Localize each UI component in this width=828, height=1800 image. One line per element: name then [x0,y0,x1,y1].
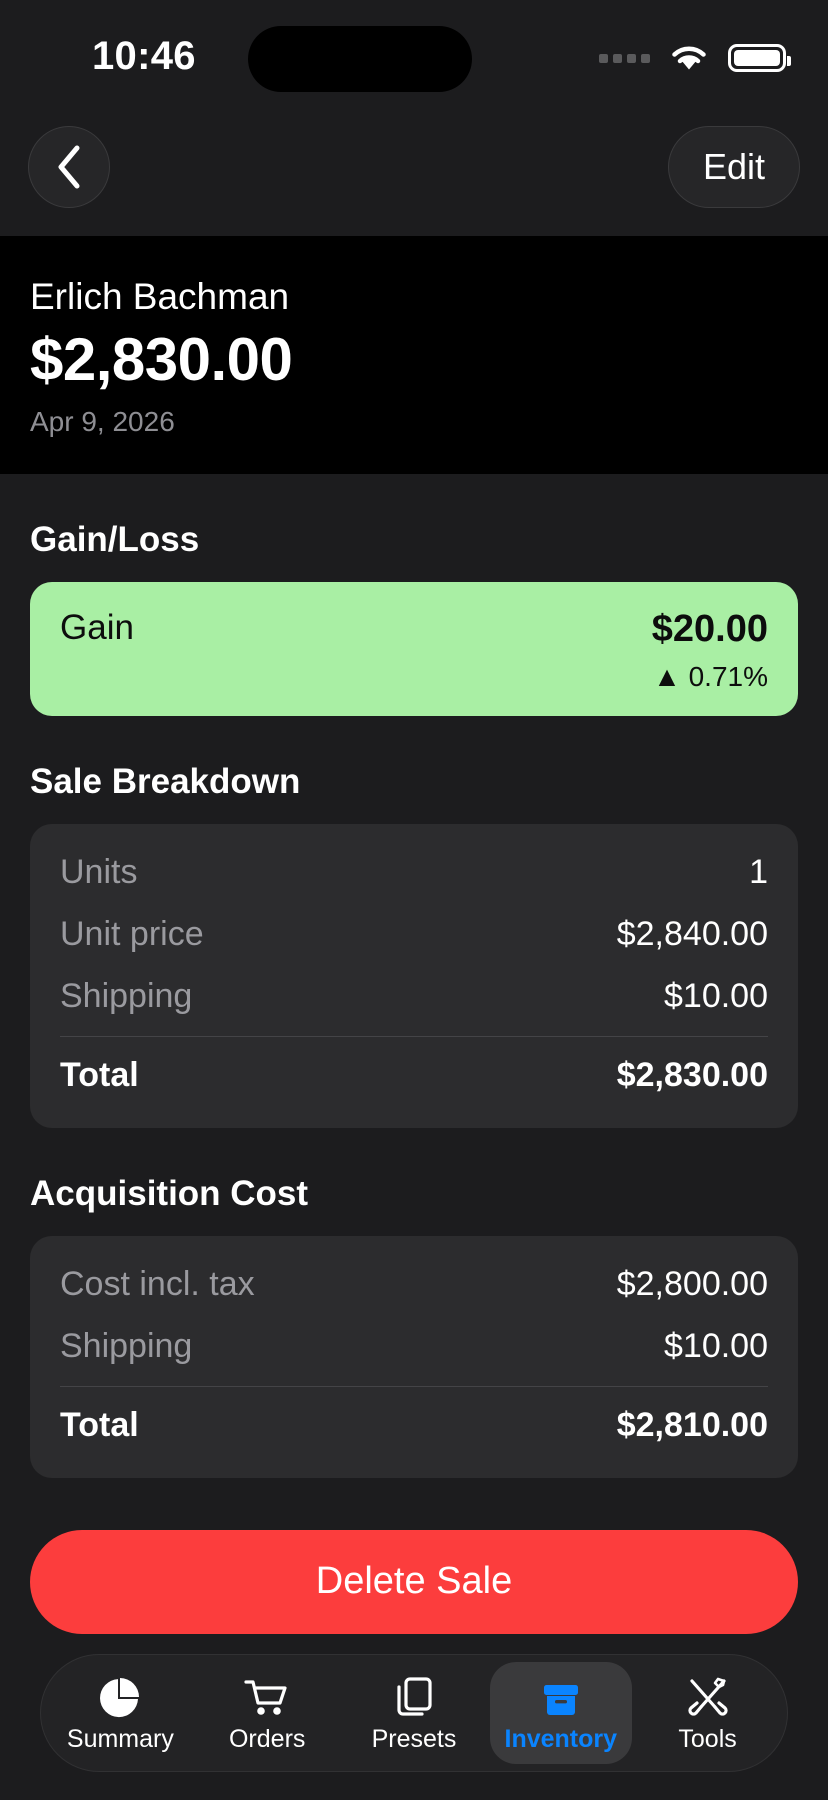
tab-presets[interactable]: Presets [343,1662,485,1764]
row-label: Unit price [60,915,204,954]
documents-icon [392,1675,436,1719]
row-label: Cost incl. tax [60,1265,255,1304]
status-bar: 10:46 [0,0,828,118]
tab-tools[interactable]: Tools [637,1662,779,1764]
battery-full-icon [728,44,791,72]
status-bar-time: 10:46 [92,34,196,78]
total-value: $2,830.00 [616,1055,768,1094]
gain-values: $20.00 ▲ 0.71% [652,608,768,693]
total-label: Total [60,1405,139,1444]
tab-orders[interactable]: Orders [196,1662,338,1764]
sale-date: Apr 9, 2026 [30,406,175,438]
edit-button[interactable]: Edit [667,126,800,208]
gain-percent: ▲ 0.71% [653,660,768,692]
row-value: $2,840.00 [616,915,768,954]
back-button[interactable] [28,126,110,208]
shopping-cart-icon [244,1675,290,1719]
pie-chart-icon [98,1675,142,1719]
total-value: $2,810.00 [616,1405,768,1444]
status-bar-indicators [599,38,791,78]
tools-icon [685,1675,731,1719]
row-label: Shipping [60,1327,193,1366]
table-row: Shipping $10.00 [60,966,768,1028]
sale-header: Erlich Bachman $2,830.00 Apr 9, 2026 [0,236,828,475]
chevron-left-icon [55,144,83,190]
row-value: $10.00 [664,1327,768,1366]
tab-label: Summary [66,1724,174,1753]
tab-bar: Summary Orders Presets [40,1654,788,1772]
signal-dots-icon [599,53,650,63]
tab-label: Presets [371,1724,457,1753]
sale-amount: $2,830.00 [30,326,293,394]
sale-breakdown-title: Sale Breakdown [30,761,301,801]
row-label: Shipping [60,977,193,1016]
tab-summary[interactable]: Summary [49,1662,191,1764]
content-area: Gain/Loss Gain $20.00 ▲ 0.71% Sale Break… [0,520,828,1634]
gain-loss-title: Gain/Loss [30,520,200,560]
gain-label: Gain [60,608,134,648]
tab-label: Orders [228,1724,306,1753]
row-value: $2,800.00 [616,1265,768,1304]
row-label: Units [60,853,138,892]
tab-inventory[interactable]: Inventory [489,1662,632,1764]
gain-amount: $20.00 [651,608,768,651]
table-row: Units 1 [60,842,768,904]
row-value: $10.00 [664,977,768,1016]
table-row: Shipping $10.00 [60,1316,768,1378]
box-icon [539,1675,583,1719]
table-row: Cost incl. tax $2,800.00 [60,1254,768,1316]
row-value: 1 [749,853,768,892]
table-row-total: Total $2,830.00 [60,1035,768,1108]
customer-name: Erlich Bachman [30,276,290,317]
acquisition-cost-title: Acquisition Cost [30,1173,309,1213]
nav-bar: Edit [0,118,828,236]
dynamic-island [248,26,472,92]
tab-label: Inventory [504,1724,618,1753]
tab-label: Tools [678,1724,737,1753]
table-row-total: Total $2,810.00 [60,1385,768,1458]
acquisition-cost-card: Cost incl. tax $2,800.00 Shipping $10.00… [30,1235,798,1478]
wifi-icon [668,42,710,74]
sale-breakdown-card: Units 1 Unit price $2,840.00 Shipping $1… [30,823,798,1128]
table-row: Unit price $2,840.00 [60,904,768,966]
total-label: Total [60,1055,139,1094]
delete-sale-button[interactable]: Delete Sale [30,1529,798,1634]
gain-loss-card: Gain $20.00 ▲ 0.71% [30,582,798,716]
